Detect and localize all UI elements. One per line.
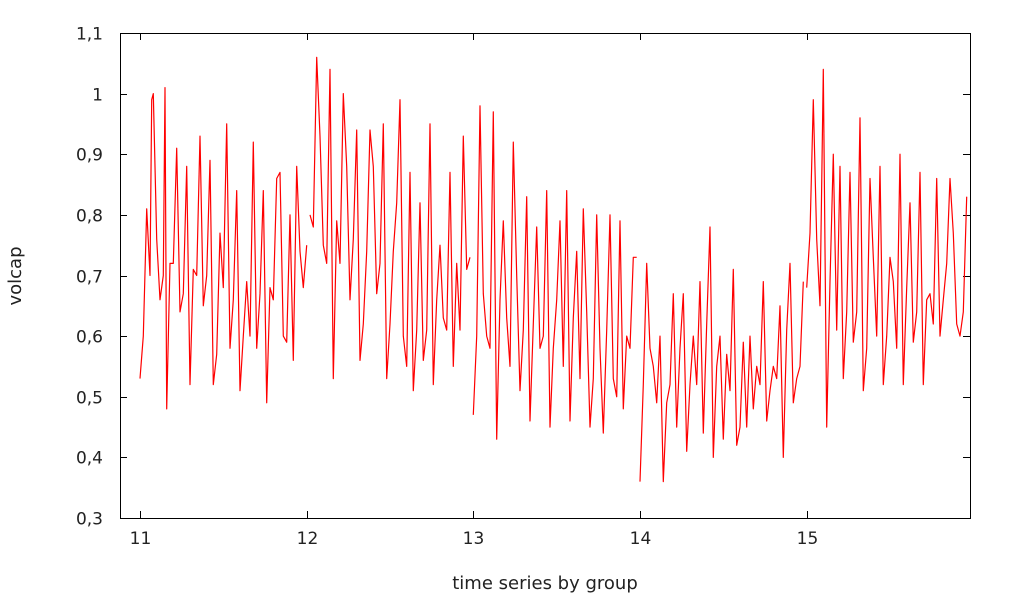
series-line-group-12	[309, 56, 471, 392]
series-layer	[139, 56, 968, 483]
series-line-group-15	[806, 68, 968, 428]
y-tick-label: 0,5	[76, 389, 103, 409]
y-tick-label: 0,4	[76, 449, 103, 469]
x-tick-label: 12	[297, 529, 319, 549]
series-line-group-13	[472, 105, 637, 440]
y-tick-label: 1,1	[76, 25, 103, 45]
axis-tick-labels: 11 12 13 14 15 0,3 0,4 0,5 0,6 0,7 0,8 0,9 1 1,1	[76, 25, 818, 550]
series-line-group-11	[139, 86, 308, 410]
y-tick-label: 0,9	[76, 146, 103, 166]
y-tick-label: 1	[92, 86, 103, 106]
x-tick-label: 11	[130, 529, 152, 549]
x-tick-label: 15	[797, 529, 819, 549]
plot-frame	[120, 33, 971, 519]
y-axis-label: volcap	[5, 246, 26, 305]
y-tick-label: 0,8	[76, 207, 103, 227]
x-tick-label: 13	[463, 529, 485, 549]
x-tick-label: 14	[630, 529, 652, 549]
series-line-group-14	[639, 226, 804, 483]
y-tick-label: 0,6	[76, 328, 103, 348]
y-tick-label: 0,3	[76, 510, 103, 530]
x-axis-label: time series by group	[452, 573, 638, 594]
y-tick-label: 0,7	[76, 268, 103, 288]
